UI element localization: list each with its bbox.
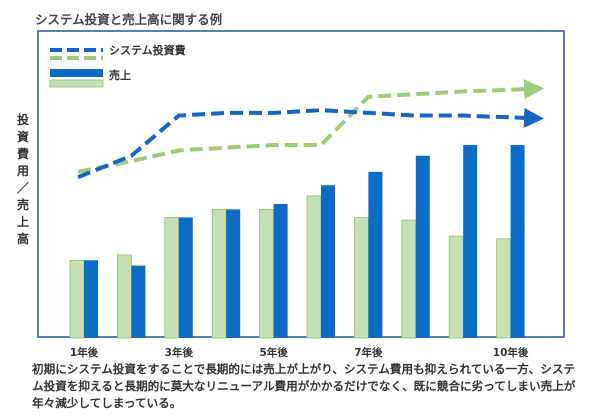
bar-sales-2 — [131, 265, 146, 338]
bar-green-5 — [259, 208, 275, 339]
legend-swatch-green-bar — [49, 79, 104, 88]
bar-green-10 — [496, 238, 512, 339]
bar-green-2 — [117, 254, 132, 339]
bar-sales-4 — [226, 209, 241, 338]
bar-sales-6 — [321, 185, 335, 338]
bar-sales-8 — [415, 155, 430, 338]
bar-green-4 — [211, 208, 227, 339]
x-tick-label-10: 10年後 — [493, 346, 529, 359]
bar-sales-1 — [84, 260, 98, 338]
bar-sales-10 — [510, 145, 525, 338]
bar-green-9 — [448, 235, 464, 339]
legend-label-sales: 売上 — [109, 68, 131, 82]
x-tick-label-3: 3年後 — [165, 346, 194, 359]
legend-label-system-investment: システム投資費 — [109, 43, 186, 57]
bar-green-3 — [164, 216, 180, 339]
bar-green-7 — [353, 216, 369, 339]
bar-green-6 — [306, 195, 322, 339]
bar-green-1 — [69, 259, 85, 339]
plot-frame — [37, 30, 565, 338]
x-tick-label-1: 1年後 — [70, 346, 99, 359]
bar-sales-9 — [463, 145, 478, 338]
bar-sales-5 — [273, 204, 288, 338]
legend-swatch-sales — [50, 69, 103, 77]
bar-green-8 — [401, 219, 417, 339]
bar-sales-7 — [368, 171, 383, 338]
line-green — [77, 79, 544, 174]
chart-caption: 初期にシステム投資をすることで長期的には売上が上がり、システム費用も抑えられてい… — [32, 362, 576, 410]
bar-sales-3 — [178, 217, 193, 338]
x-tick-label-5: 5年後 — [259, 346, 288, 359]
y-axis-label: 投資費用／売上高 — [16, 113, 29, 246]
line-system-investment — [77, 107, 544, 180]
chart-title: システム投資と売上高に関する例 — [35, 12, 223, 27]
x-tick-label-7: 7年後 — [354, 346, 383, 359]
